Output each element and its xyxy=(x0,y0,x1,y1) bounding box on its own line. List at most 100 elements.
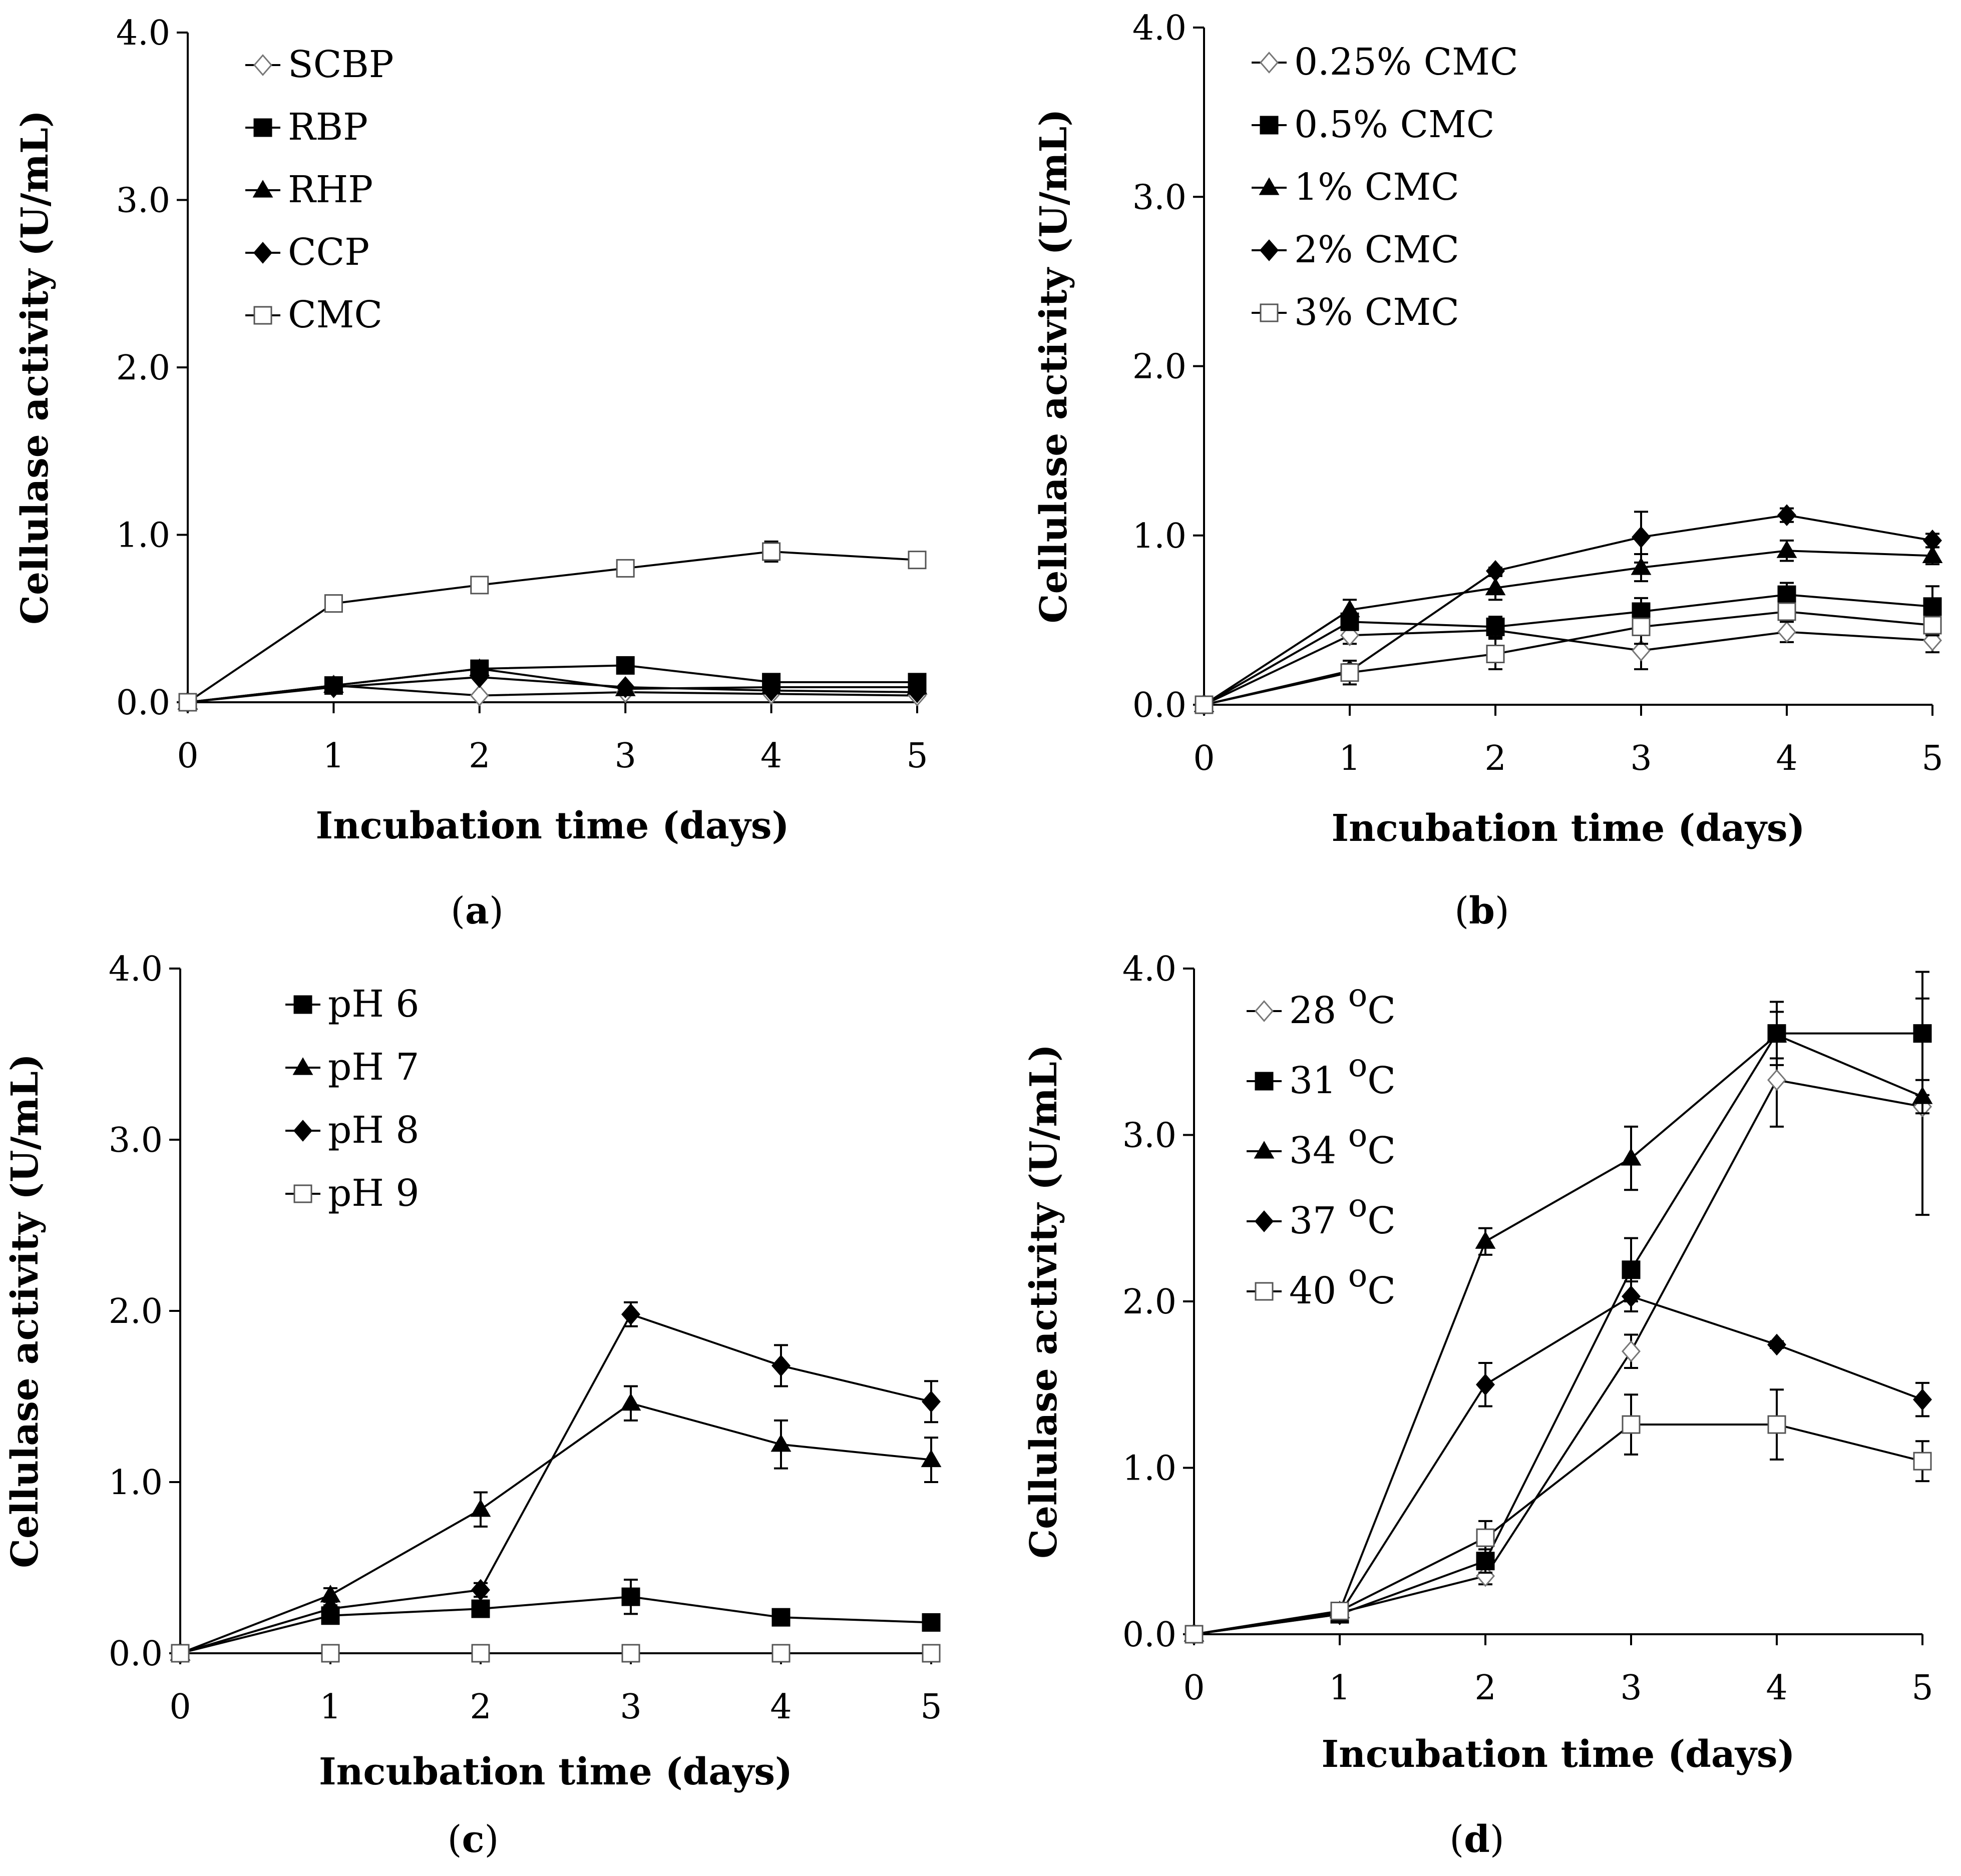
x-axis-title: Incubation time (days) xyxy=(1332,807,1805,850)
data-point xyxy=(620,1392,641,1411)
legend-marker xyxy=(253,242,272,264)
y-tick-label: 2.0 xyxy=(1132,347,1187,387)
data-point xyxy=(1339,599,1360,618)
y-tick-label: 4.0 xyxy=(116,14,170,53)
legend-marker xyxy=(1260,303,1279,322)
data-point xyxy=(1632,617,1651,636)
legend-label: RHP xyxy=(288,168,373,211)
data-point xyxy=(1922,545,1943,563)
data-point xyxy=(1766,1025,1787,1043)
data-point xyxy=(1621,1148,1642,1166)
series-line xyxy=(1194,1295,1923,1635)
legend-label: RBP xyxy=(288,106,368,149)
series-line xyxy=(1204,594,1933,706)
legend-label: 3% CMC xyxy=(1294,291,1459,334)
data-point xyxy=(1330,1601,1349,1620)
legend-entry: 31 oC xyxy=(1247,1047,1396,1102)
x-tick-label: 2 xyxy=(1484,739,1506,778)
legend-label: pH 7 xyxy=(328,1046,420,1089)
data-point xyxy=(1340,663,1359,682)
x-tick-label: 5 xyxy=(1921,739,1943,778)
data-point xyxy=(1622,1415,1641,1434)
x-tick-label: 5 xyxy=(1911,1668,1933,1708)
legend-entry: 37 oC xyxy=(1247,1187,1396,1242)
legend-label: 37 oC xyxy=(1289,1187,1396,1242)
x-tick-label: 1 xyxy=(1339,739,1360,778)
panel-c: 0.0 1.0 2.0 3.0 4.0 0 1 2 3 4 5 Incubation time (da… xyxy=(4,950,942,1861)
series-2 xyxy=(1184,1011,1933,1642)
data-point xyxy=(922,1390,941,1413)
data-point xyxy=(1767,1415,1786,1434)
series-2 xyxy=(1194,539,1943,712)
data-point xyxy=(1767,1069,1786,1091)
legend-marker xyxy=(293,995,312,1014)
data-point xyxy=(1767,1333,1786,1356)
legend-marker xyxy=(293,1184,312,1203)
y-tick-label: 3.0 xyxy=(1132,178,1187,217)
legend-entry: CMC xyxy=(245,293,382,336)
data-point xyxy=(470,1499,491,1517)
x-tick-label: 1 xyxy=(319,1687,341,1727)
x-tick-label: 2 xyxy=(1474,1668,1496,1708)
data-point xyxy=(1923,616,1942,635)
y-tick-label: 0.0 xyxy=(116,683,170,723)
data-point xyxy=(1622,1285,1641,1307)
legend-label: 28 oC xyxy=(1289,977,1396,1032)
data-point xyxy=(771,1608,791,1627)
series-1 xyxy=(1195,582,1942,714)
series-line xyxy=(187,676,918,703)
y-tick-label: 0.0 xyxy=(1122,1615,1176,1655)
legend-marker xyxy=(292,1057,313,1075)
legend-label: CCP xyxy=(288,231,369,274)
x-tick-label: 3 xyxy=(620,1687,641,1727)
legend-entry: 0.25% CMC xyxy=(1252,41,1518,84)
data-point xyxy=(921,1449,942,1468)
legend-label: 0.25% CMC xyxy=(1294,41,1518,84)
data-point xyxy=(1185,1625,1204,1644)
y-tick-label: 2.0 xyxy=(109,1292,163,1331)
data-point xyxy=(616,656,635,675)
data-point xyxy=(616,559,635,578)
data-point xyxy=(1923,597,1942,616)
y-axis-title: Cellulase activity (U/mL) xyxy=(4,1054,47,1568)
legend-entry: SCBP xyxy=(245,43,394,86)
series-line xyxy=(180,1313,932,1654)
y-tick-label: 4.0 xyxy=(109,950,163,989)
legend-marker xyxy=(1255,1282,1274,1301)
legend-marker xyxy=(1260,52,1279,74)
panel-caption: (c) xyxy=(448,1818,499,1861)
y-tick-label: 1.0 xyxy=(1122,1449,1176,1489)
data-point xyxy=(1913,1024,1932,1043)
series-line xyxy=(1204,514,1933,706)
legend-marker xyxy=(253,118,272,137)
y-axis-title: Cellulase activity (U/mL) xyxy=(14,110,57,625)
y-tick-label: 2.0 xyxy=(1122,1282,1176,1322)
legend-label: 34 oC xyxy=(1289,1117,1396,1172)
data-point xyxy=(470,684,489,707)
data-point xyxy=(1776,540,1797,558)
y-tick-label: 1.0 xyxy=(1132,517,1187,556)
y-tick-label: 0.0 xyxy=(1132,686,1187,725)
data-point xyxy=(1475,1231,1496,1249)
series-line xyxy=(1194,1032,1922,1635)
x-axis-title: Incubation time (days) xyxy=(316,804,790,847)
legend-label: pH 8 xyxy=(328,1109,420,1152)
x-axis-title: Incubation time (days) xyxy=(319,1750,793,1793)
legend-entry: 2% CMC xyxy=(1252,228,1459,271)
legend-label: 31 oC xyxy=(1289,1047,1396,1102)
data-point xyxy=(471,1599,490,1618)
series-0 xyxy=(1195,619,1942,716)
legend-label: 2% CMC xyxy=(1294,228,1459,271)
panel-caption: (a) xyxy=(451,889,504,932)
x-tick-label: 5 xyxy=(906,736,928,776)
data-point xyxy=(1912,1086,1933,1104)
data-point xyxy=(1486,645,1505,664)
data-point xyxy=(1486,560,1505,582)
series-2 xyxy=(171,1301,941,1664)
panel-b: 0.0 1.0 2.0 3.0 4.0 0 1 2 3 4 5 Incubation time (da… xyxy=(1032,9,1943,932)
data-point xyxy=(324,594,343,613)
x-tick-label: 4 xyxy=(760,736,782,776)
data-point xyxy=(621,1303,640,1325)
series-3 xyxy=(1195,504,1942,716)
